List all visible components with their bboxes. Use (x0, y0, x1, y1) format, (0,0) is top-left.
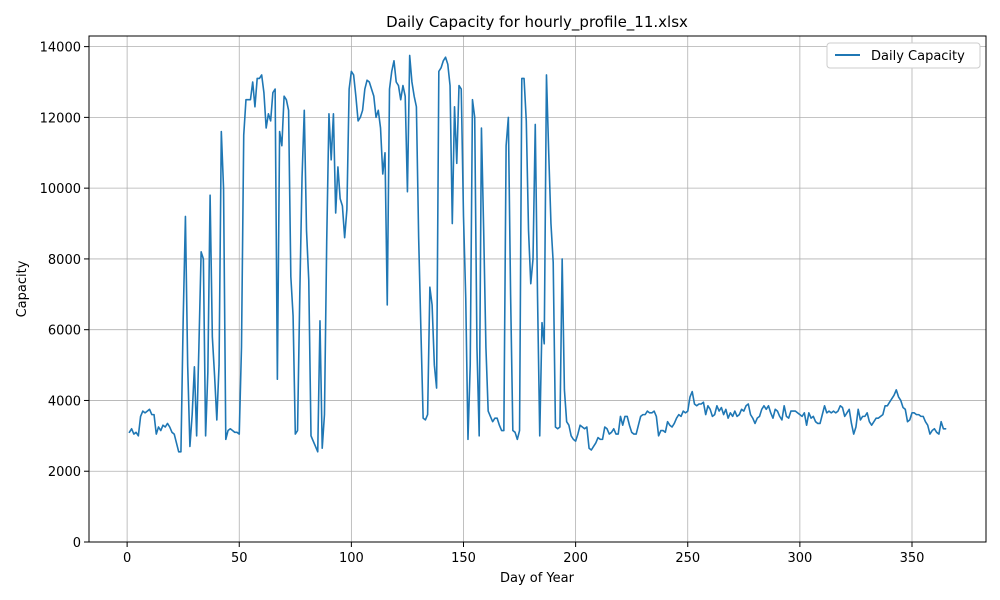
x-tick-label: 300 (787, 551, 812, 566)
y-tick-label: 10000 (40, 182, 81, 197)
x-tick-label: 250 (675, 551, 700, 566)
x-tick-label: 350 (900, 551, 925, 566)
data-series-layer (128, 54, 947, 453)
legend: Daily Capacity (826, 42, 981, 69)
x-tick-label: 0 (123, 551, 131, 566)
y-tick-label: 12000 (40, 111, 81, 126)
y-axis-label: Capacity (15, 260, 30, 317)
y-tick-label: 4000 (48, 394, 81, 409)
x-tick-label: 50 (231, 551, 248, 566)
y-tick-label: 8000 (48, 253, 81, 268)
legend-label: Daily Capacity (871, 49, 965, 64)
chart-title: Daily Capacity for hourly_profile_11.xls… (386, 13, 688, 32)
x-axis-label: Day of Year (500, 571, 575, 586)
series-line-0 (128, 54, 947, 453)
plot-area-frame (88, 35, 987, 543)
x-tick-label: 150 (451, 551, 476, 566)
y-tick-label: 6000 (48, 324, 81, 339)
y-tick-label: 0 (73, 536, 81, 551)
x-tick-label: 100 (339, 551, 364, 566)
y-tick-label: 14000 (40, 41, 81, 56)
x-tick-label: 200 (563, 551, 588, 566)
legend-box (826, 42, 981, 69)
y-tick-label: 2000 (48, 465, 81, 480)
axis-ticks: 0 50 100 150 200 250 300 350 0 2000 4000 6000 8000 10… (40, 41, 925, 566)
